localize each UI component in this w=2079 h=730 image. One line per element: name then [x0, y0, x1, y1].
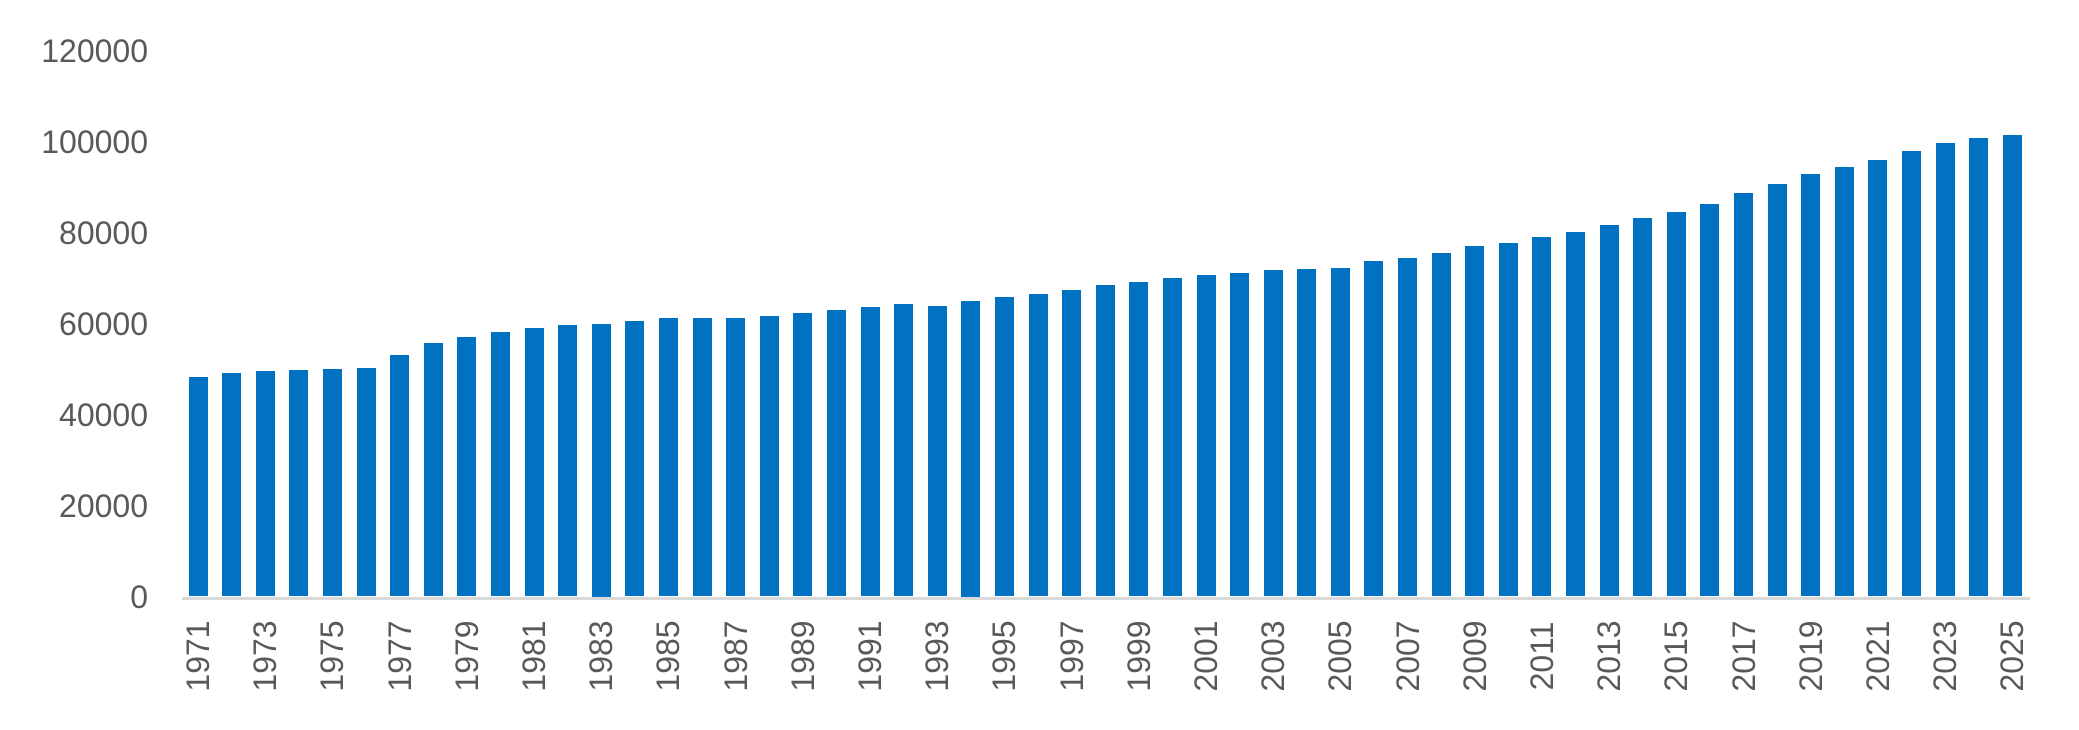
x-axis-tick-label: 2001	[1188, 620, 1224, 692]
bar-1973	[255, 371, 275, 597]
bar-1998	[1095, 285, 1115, 597]
x-axis-tick-label: 1993	[919, 620, 956, 692]
bar-1972	[222, 372, 242, 597]
x-axis-tick-label: 2007	[1389, 620, 1426, 692]
x-axis-tick-label: 2005	[1322, 620, 1359, 692]
bar-2003	[1263, 269, 1283, 597]
bar-2007	[1398, 258, 1418, 597]
bar-1996	[1028, 294, 1048, 597]
x-axis-tick-label: 1973	[247, 620, 284, 692]
y-axis-tick-label: 120000	[41, 32, 148, 69]
x-axis-tick-label: 2011	[1523, 621, 1560, 691]
bar-1994	[961, 300, 981, 597]
x-axis-tick-label: 1977	[381, 620, 418, 692]
bar-1978	[423, 343, 443, 597]
bar-2000	[1162, 277, 1182, 597]
x-axis-tick-label: 1985	[650, 620, 687, 692]
x-axis-tick-label: 1975	[314, 620, 351, 692]
bar-2019	[1801, 173, 1821, 597]
bar-1988	[759, 316, 779, 597]
x-axis-tick-label: 2013	[1591, 620, 1628, 692]
bar-1982	[558, 325, 578, 597]
bar-1980	[490, 331, 510, 597]
bar-2001	[1196, 274, 1216, 597]
bar-2015	[1666, 212, 1686, 597]
bar-1983	[591, 323, 611, 597]
x-axis-tick-label: 1987	[717, 620, 754, 692]
bar-1987	[726, 317, 746, 597]
bar-1986	[692, 317, 712, 597]
bar-1997	[1062, 289, 1082, 597]
bar-2012	[1566, 232, 1586, 597]
x-axis-tick-label: 1979	[448, 620, 485, 692]
bar-1984	[625, 321, 645, 597]
bar-2017	[1734, 193, 1754, 597]
bar-2023	[1935, 142, 1955, 597]
x-axis-tick-label: 2021	[1859, 620, 1896, 692]
bar-2020	[1834, 166, 1854, 597]
bar-2016	[1700, 203, 1720, 597]
x-axis-tick-label: 2009	[1456, 620, 1493, 692]
bar-1989	[793, 313, 813, 597]
x-axis-tick-label: 1981	[516, 620, 553, 692]
x-axis-tick-label: 1997	[1053, 620, 1090, 692]
bar-2008	[1431, 253, 1451, 597]
bar-2014	[1633, 218, 1653, 597]
bar-2006	[1364, 261, 1384, 597]
bar-1971	[188, 377, 208, 597]
bar-2002	[1230, 272, 1250, 597]
x-axis-tick-label: 2023	[1927, 620, 1964, 692]
bar-1976	[356, 367, 376, 597]
bar-2022	[1902, 150, 1922, 597]
x-axis-tick-label: 1983	[583, 620, 620, 692]
bar-2004	[1297, 268, 1317, 597]
bar-2009	[1465, 245, 1485, 597]
x-axis-tick-label: 1989	[784, 620, 821, 692]
y-axis-tick-label: 0	[130, 578, 148, 615]
bar-2018	[1767, 184, 1787, 597]
bar-1992	[894, 303, 914, 597]
bar-1977	[390, 355, 410, 597]
bar-1995	[994, 297, 1014, 597]
bar-1974	[289, 369, 309, 597]
y-axis-tick-label: 60000	[59, 305, 148, 342]
bar-1991	[860, 306, 880, 597]
bar-2021	[1868, 159, 1888, 597]
bar-2024	[1969, 137, 1989, 597]
x-axis-tick-label: 2025	[1994, 620, 2031, 692]
y-axis-tick-label: 40000	[59, 396, 148, 433]
x-axis-tick-label: 1991	[852, 620, 889, 692]
y-axis-tick-label: 80000	[59, 214, 148, 251]
bar-1999	[1129, 282, 1149, 597]
x-axis-tick-label: 2003	[1255, 620, 1292, 692]
bar-1979	[457, 337, 477, 597]
x-axis-line	[182, 596, 2030, 600]
bar-2010	[1498, 242, 1518, 597]
x-axis-tick-label: 1971	[180, 620, 217, 692]
bar-2005	[1330, 267, 1350, 597]
x-axis-tick-label: 2017	[1725, 620, 1762, 692]
bar-1990	[826, 309, 846, 597]
x-axis-tick-label: 1995	[986, 620, 1023, 692]
bar-2013	[1599, 225, 1619, 597]
bar-2025	[2002, 135, 2022, 597]
bar-1975	[322, 369, 342, 597]
bar-2011	[1532, 237, 1552, 597]
x-axis-tick-label: 1999	[1120, 620, 1157, 692]
y-axis-tick-label: 100000	[41, 123, 148, 160]
x-axis-tick-label: 2019	[1792, 620, 1829, 692]
y-axis-tick-label: 20000	[59, 487, 148, 524]
bar-1981	[524, 328, 544, 597]
x-axis-tick-label: 2015	[1658, 620, 1695, 692]
bar-1993	[927, 305, 947, 597]
bar-1985	[658, 317, 678, 597]
